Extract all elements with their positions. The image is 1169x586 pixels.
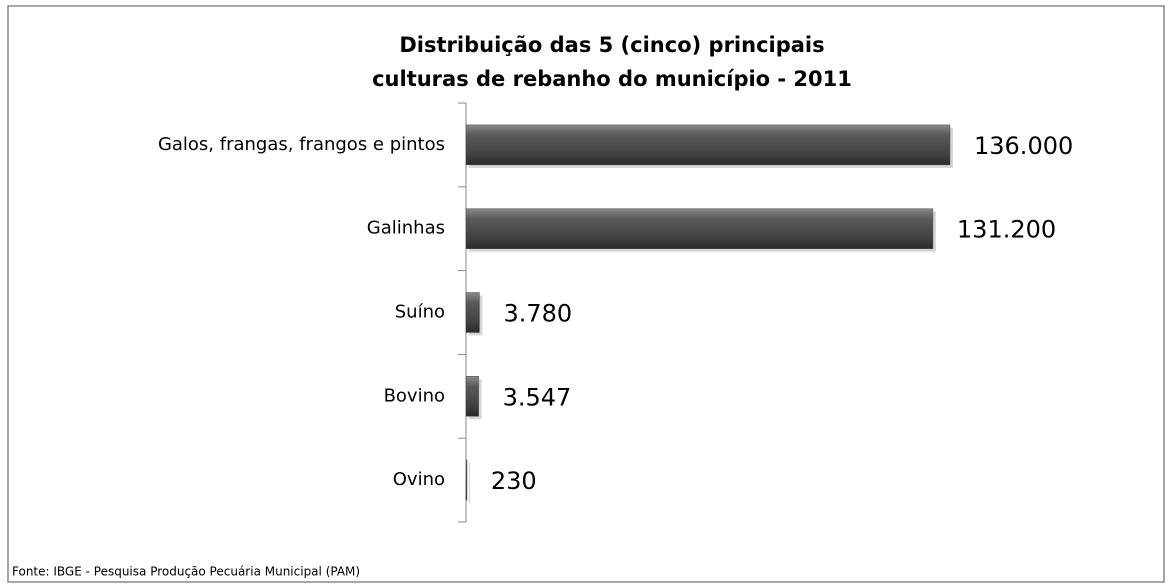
chart-title: culturas de rebanho do município - 2011 [372,67,852,91]
y-tick-label: Galinhas [367,218,445,239]
y-tick-label: Ovino [393,469,445,490]
bar [465,459,468,501]
bar [465,208,934,249]
data-label: 3.547 [503,383,572,411]
bar [465,124,951,166]
data-label: 3.780 [503,300,572,328]
bar-shadow [469,463,470,504]
y-tick-label: Suíno [395,302,445,323]
data-label: 131.200 [957,216,1056,244]
data-label: 136.000 [974,132,1073,160]
chart-frame [7,5,1165,583]
y-tick-label: Galos, frangas, frangos e pintos [158,134,445,155]
bar [465,376,479,417]
bar [465,292,480,333]
y-tick-label: Bovino [384,385,445,406]
chart-title: Distribuição das 5 (cinco) principais [399,33,824,57]
source-note: Fonte: IBGE - Pesquisa Produção Pecuária… [12,565,360,579]
data-label: 230 [491,467,537,495]
